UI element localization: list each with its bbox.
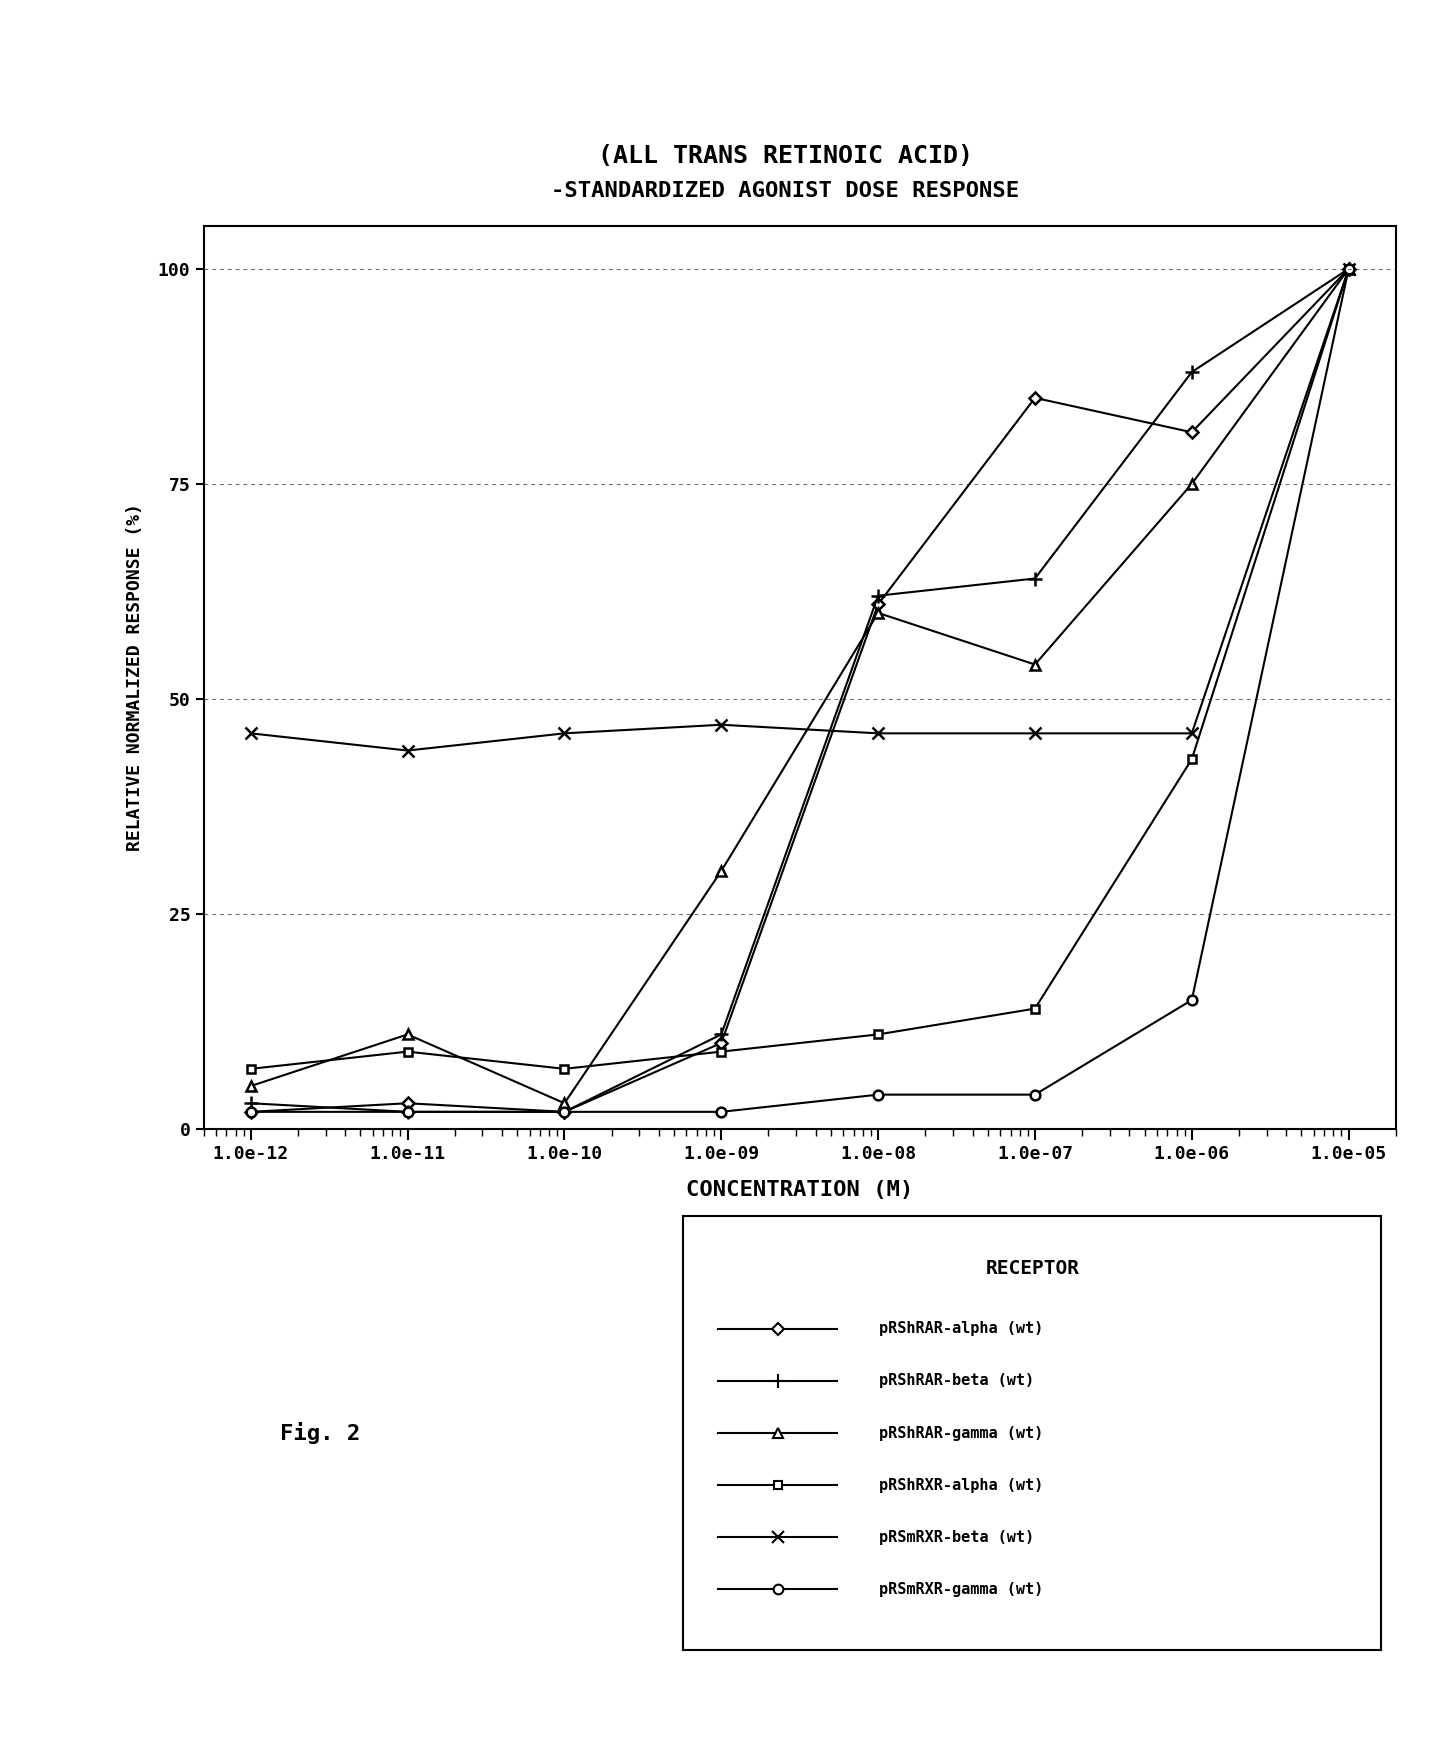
pRShRAR-beta (wt)	[869, 585, 887, 606]
pRShRAR-beta (wt)	[241, 1093, 259, 1113]
pRShRAR-beta (wt)	[1184, 361, 1201, 382]
pRShRAR-gamma (wt)	[712, 860, 730, 881]
Text: RECEPTOR: RECEPTOR	[986, 1259, 1079, 1277]
Text: pRSmRXR-beta (wt): pRSmRXR-beta (wt)	[878, 1530, 1034, 1544]
Line: pRShRXR-alpha (wt): pRShRXR-alpha (wt)	[247, 264, 1352, 1073]
pRShRAR-alpha (wt)	[398, 1093, 416, 1113]
pRShRXR-alpha (wt)	[869, 1025, 887, 1046]
pRSmRXR-gamma (wt)	[712, 1101, 730, 1122]
Text: pRShRXR-alpha (wt): pRShRXR-alpha (wt)	[878, 1478, 1043, 1492]
Text: pRShRAR-gamma (wt): pRShRAR-gamma (wt)	[878, 1426, 1043, 1440]
pRSmRXR-beta (wt)	[869, 723, 887, 743]
Text: pRShRAR-alpha (wt): pRShRAR-alpha (wt)	[878, 1322, 1043, 1336]
Line: pRSmRXR-gamma (wt): pRSmRXR-gamma (wt)	[246, 264, 1354, 1117]
pRSmRXR-gamma (wt)	[555, 1101, 573, 1122]
pRShRXR-alpha (wt)	[712, 1040, 730, 1061]
pRShRAR-alpha (wt)	[241, 1101, 259, 1122]
pRShRAR-beta (wt)	[712, 1025, 730, 1046]
Text: Fig. 2: Fig. 2	[279, 1423, 361, 1443]
X-axis label: CONCENTRATION (M): CONCENTRATION (M)	[686, 1179, 913, 1200]
pRShRAR-alpha (wt)	[555, 1101, 573, 1122]
pRShRAR-alpha (wt)	[869, 594, 887, 615]
pRSmRXR-gamma (wt)	[241, 1101, 259, 1122]
Line: pRShRAR-gamma (wt): pRShRAR-gamma (wt)	[246, 264, 1354, 1108]
pRSmRXR-gamma (wt)	[398, 1101, 416, 1122]
Text: -STANDARDIZED AGONIST DOSE RESPONSE: -STANDARDIZED AGONIST DOSE RESPONSE	[551, 181, 1019, 201]
Line: pRShRAR-alpha (wt): pRShRAR-alpha (wt)	[247, 264, 1352, 1115]
pRShRAR-gamma (wt)	[398, 1025, 416, 1046]
pRSmRXR-beta (wt)	[398, 740, 416, 761]
pRShRAR-alpha (wt)	[712, 1032, 730, 1053]
pRSmRXR-gamma (wt)	[1184, 990, 1201, 1011]
pRSmRXR-beta (wt)	[1184, 723, 1201, 743]
pRSmRXR-beta (wt)	[1341, 259, 1358, 280]
pRSmRXR-beta (wt)	[241, 723, 259, 743]
Y-axis label: RELATIVE NORMALIZED RESPONSE (%): RELATIVE NORMALIZED RESPONSE (%)	[126, 504, 144, 851]
pRShRXR-alpha (wt)	[398, 1040, 416, 1061]
pRShRAR-alpha (wt)	[1184, 422, 1201, 443]
pRShRXR-alpha (wt)	[555, 1058, 573, 1079]
pRShRXR-alpha (wt)	[1341, 259, 1358, 280]
pRShRXR-alpha (wt)	[241, 1058, 259, 1079]
pRShRAR-beta (wt)	[398, 1101, 416, 1122]
pRSmRXR-gamma (wt)	[869, 1084, 887, 1105]
pRShRAR-gamma (wt)	[241, 1075, 259, 1096]
pRShRAR-gamma (wt)	[1341, 259, 1358, 280]
pRShRAR-alpha (wt)	[1027, 387, 1044, 408]
pRShRAR-gamma (wt)	[1184, 474, 1201, 495]
Text: pRShRAR-beta (wt): pRShRAR-beta (wt)	[878, 1374, 1034, 1388]
pRSmRXR-beta (wt)	[712, 714, 730, 735]
pRSmRXR-gamma (wt)	[1341, 259, 1358, 280]
pRShRXR-alpha (wt)	[1027, 999, 1044, 1020]
pRShRAR-alpha (wt)	[1341, 259, 1358, 280]
pRShRAR-gamma (wt)	[869, 603, 887, 624]
Line: pRShRAR-beta (wt): pRShRAR-beta (wt)	[244, 262, 1355, 1119]
Text: (ALL TRANS RETINOIC ACID): (ALL TRANS RETINOIC ACID)	[598, 144, 973, 168]
pRShRAR-beta (wt)	[1027, 568, 1044, 589]
Text: pRSmRXR-gamma (wt): pRSmRXR-gamma (wt)	[878, 1582, 1043, 1596]
pRSmRXR-gamma (wt)	[1027, 1084, 1044, 1105]
pRShRAR-gamma (wt)	[1027, 655, 1044, 676]
pRShRXR-alpha (wt)	[1184, 749, 1201, 769]
pRShRAR-gamma (wt)	[555, 1093, 573, 1113]
pRShRAR-beta (wt)	[1341, 259, 1358, 280]
pRSmRXR-beta (wt)	[555, 723, 573, 743]
pRSmRXR-beta (wt)	[1027, 723, 1044, 743]
Line: pRSmRXR-beta (wt): pRSmRXR-beta (wt)	[244, 262, 1355, 757]
pRShRAR-beta (wt)	[555, 1101, 573, 1122]
